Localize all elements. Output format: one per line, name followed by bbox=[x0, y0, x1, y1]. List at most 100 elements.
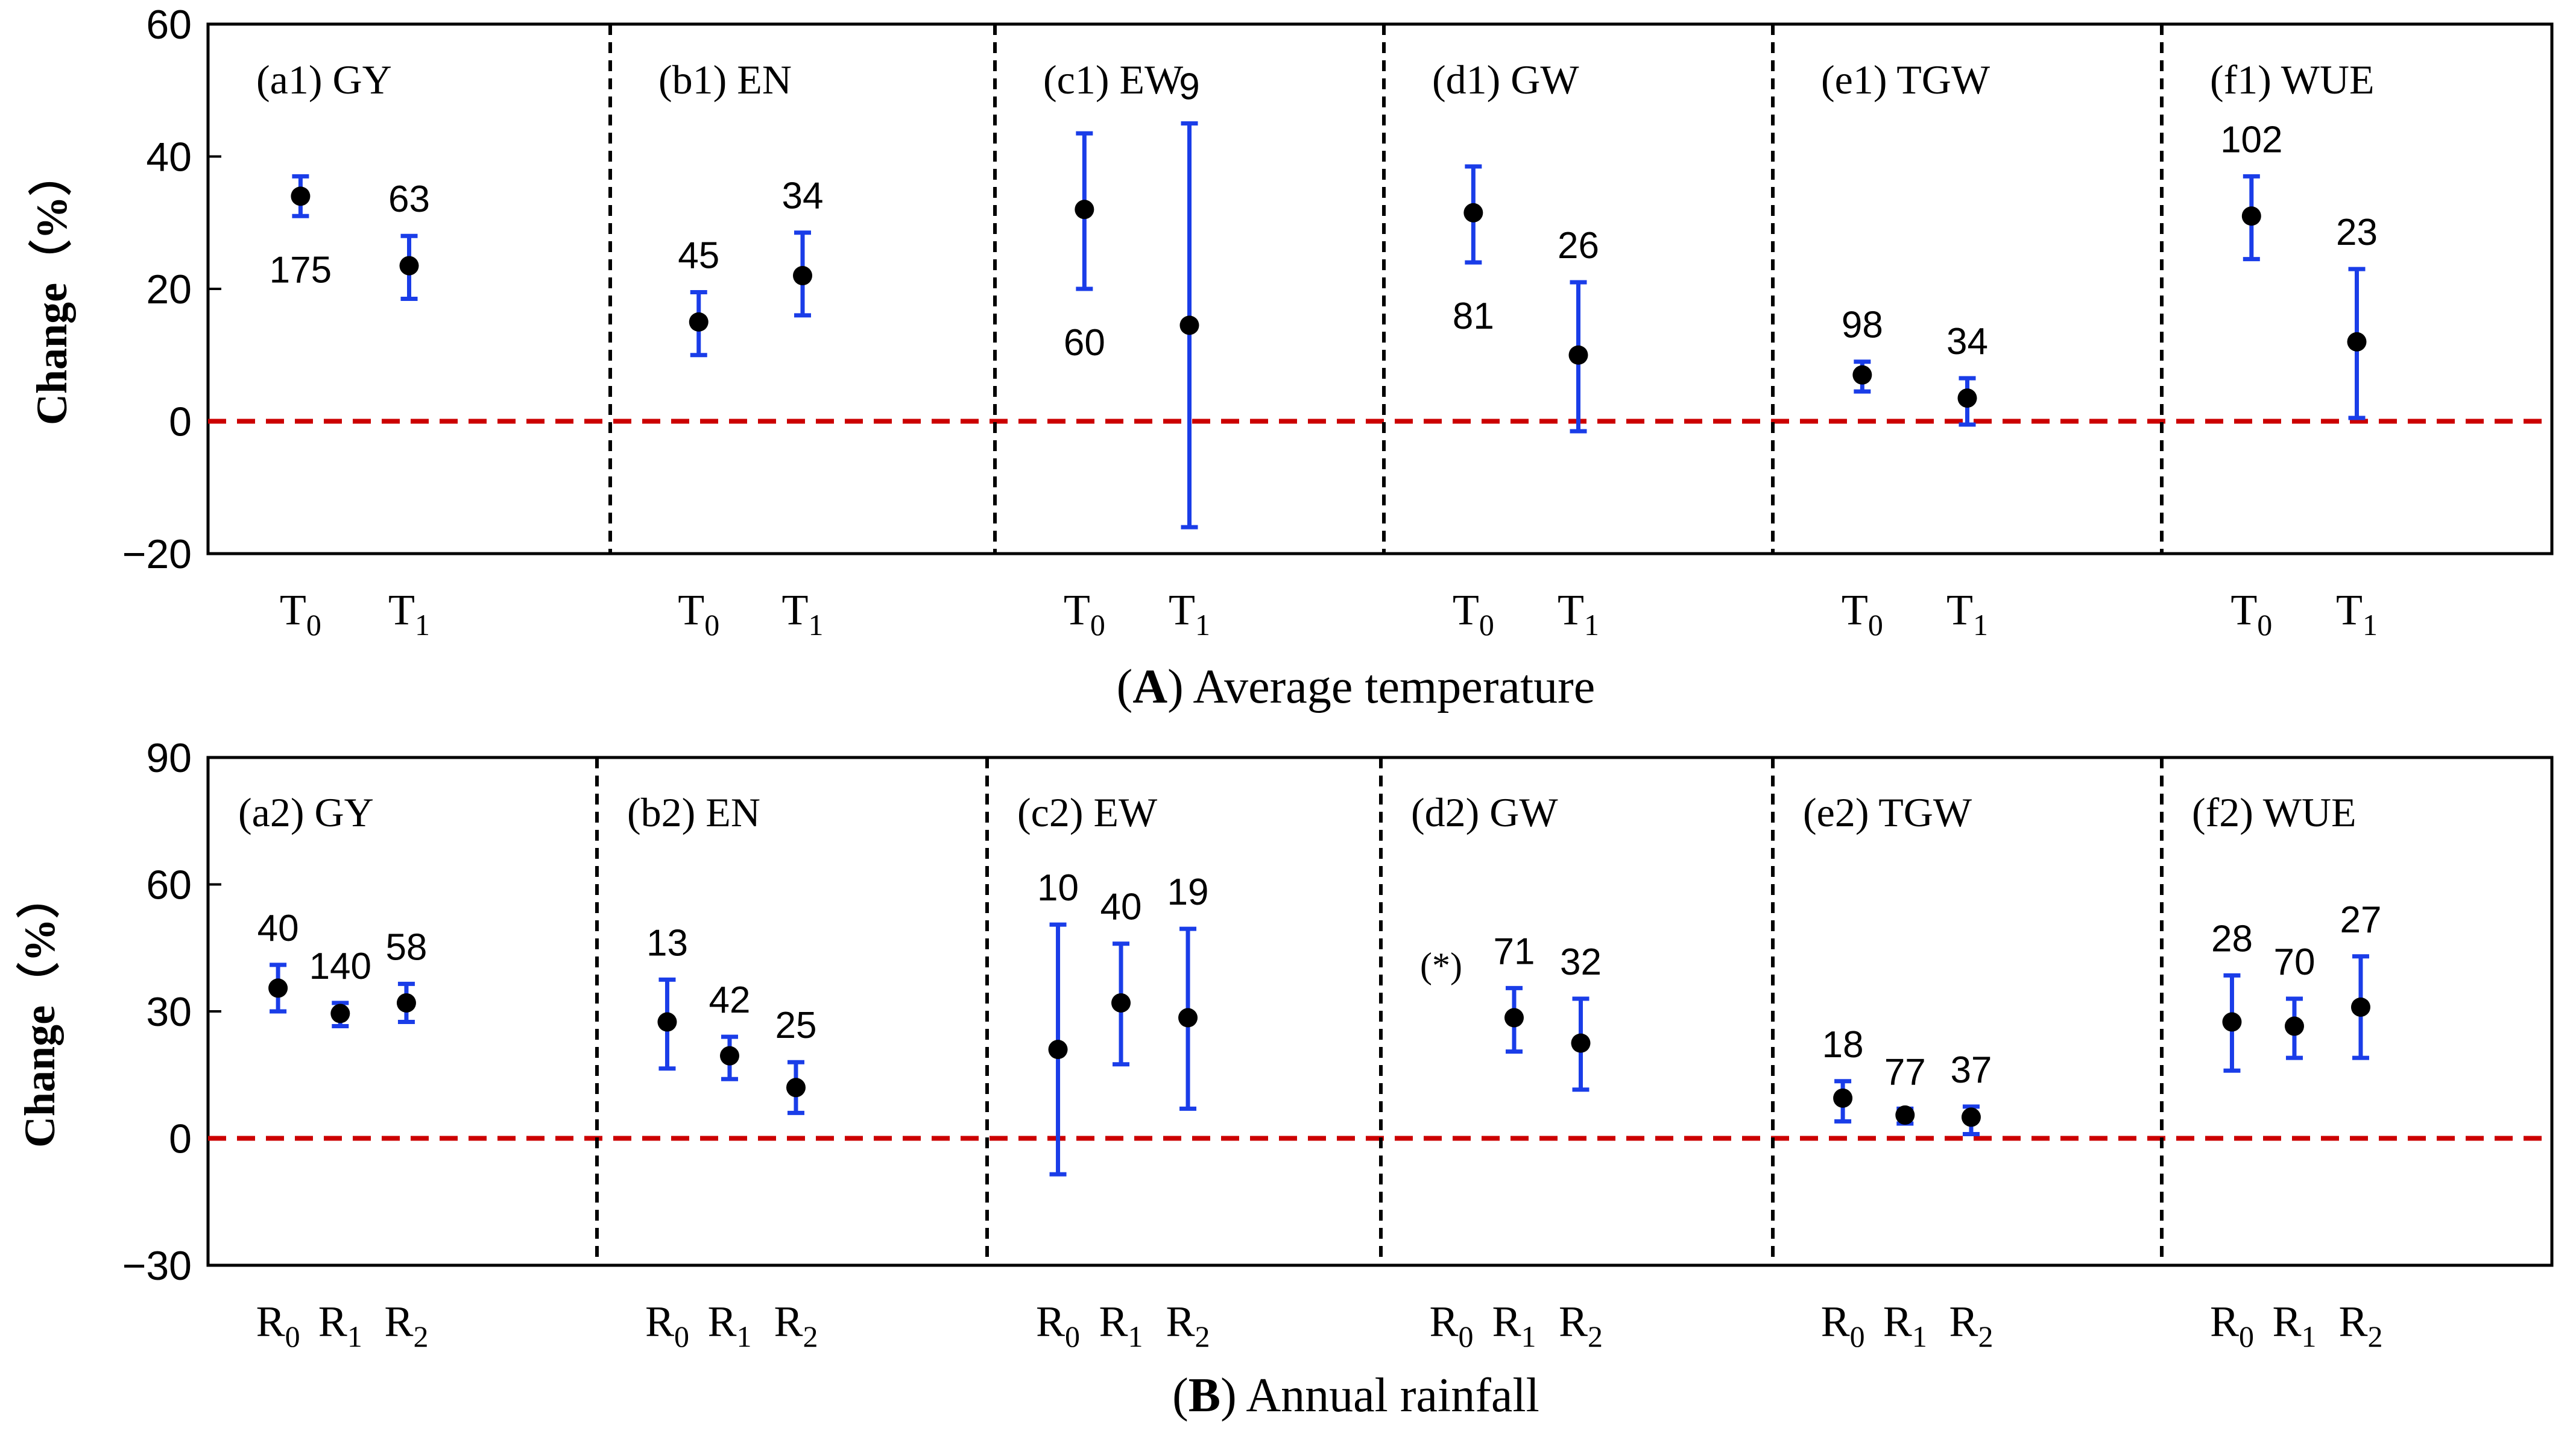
sample-size-label: 28 bbox=[2211, 918, 2253, 960]
x-tick-label: R1 bbox=[707, 1297, 751, 1353]
x-tick-base: R bbox=[2210, 1297, 2239, 1345]
sample-size-label: 98 bbox=[1842, 305, 1883, 346]
x-tick-label: R0 bbox=[645, 1297, 689, 1353]
x-tick-label: T1 bbox=[2336, 586, 2378, 642]
x-tick-base: R bbox=[1099, 1297, 1128, 1345]
x-tick-subscript: 1 bbox=[1973, 608, 1988, 642]
data-point bbox=[399, 256, 419, 276]
x-tick-label: R2 bbox=[774, 1297, 818, 1353]
x-tick-base: T bbox=[2230, 586, 2257, 634]
x-tick-subscript: 1 bbox=[1584, 608, 1599, 642]
data-point bbox=[1048, 1040, 1068, 1060]
x-tick-label: R1 bbox=[1883, 1297, 1927, 1353]
x-tick-subscript: 0 bbox=[1850, 1320, 1865, 1353]
panel: (b2) EN R0 13 R1 42 R2 25 bbox=[627, 789, 818, 1353]
plot-frame bbox=[206, 22, 2554, 555]
panel-title: (d1) GW bbox=[1432, 57, 1579, 103]
data-point bbox=[2347, 332, 2367, 352]
x-tick-subscript: 1 bbox=[1912, 1320, 1927, 1353]
caption-letter: A bbox=[1132, 660, 1167, 713]
panel-title: (b2) EN bbox=[627, 789, 760, 835]
sample-size-label: 60 bbox=[1064, 322, 1105, 364]
x-tick-subscript: 1 bbox=[2363, 608, 2378, 642]
x-tick-subscript: 0 bbox=[1090, 608, 1105, 642]
x-tick-label: R1 bbox=[318, 1297, 362, 1353]
data-point bbox=[268, 978, 288, 998]
x-tick-subscript: 0 bbox=[1479, 608, 1494, 642]
sample-size-label: 42 bbox=[709, 979, 750, 1021]
x-tick-label: R2 bbox=[2338, 1297, 2382, 1353]
sample-size-label: 10 bbox=[1037, 867, 1079, 909]
x-tick-base: T bbox=[782, 586, 809, 634]
data-point bbox=[689, 312, 709, 332]
caption-letter: B bbox=[1189, 1369, 1220, 1422]
sample-size-label: 27 bbox=[2340, 899, 2381, 941]
x-tick-label: T0 bbox=[678, 586, 719, 642]
data-point bbox=[291, 186, 311, 206]
data-point bbox=[1504, 1008, 1524, 1028]
y-axis-label: Change（%） bbox=[28, 153, 76, 425]
sample-size-label: 70 bbox=[2273, 941, 2315, 983]
y-tick-label: 60 bbox=[146, 2, 192, 48]
sample-size-label: 9 bbox=[1179, 66, 1199, 108]
panel-title: (f2) WUE bbox=[2192, 789, 2357, 835]
data-point bbox=[1833, 1088, 1853, 1108]
x-tick-subscript: 0 bbox=[2257, 608, 2272, 642]
sample-size-label: 13 bbox=[646, 922, 688, 964]
x-tick-label: R1 bbox=[1492, 1297, 1536, 1353]
x-tick-base: R bbox=[1559, 1297, 1588, 1345]
x-tick-base: T bbox=[1946, 586, 1973, 634]
caption-open-paren: ( bbox=[1172, 1369, 1189, 1422]
x-tick-base: T bbox=[1453, 586, 1479, 634]
x-tick-subscript: 2 bbox=[803, 1320, 818, 1353]
sample-size-label: 19 bbox=[1167, 871, 1209, 913]
x-tick-subscript: 1 bbox=[415, 608, 430, 642]
x-tick-base: R bbox=[1429, 1297, 1458, 1345]
sample-size-label: 175 bbox=[270, 249, 332, 291]
data-point bbox=[2222, 1012, 2242, 1032]
data-point bbox=[330, 1004, 350, 1023]
y-tick-label: −20 bbox=[122, 531, 192, 577]
x-tick-subscript: 1 bbox=[808, 608, 823, 642]
x-tick-label: T1 bbox=[388, 586, 430, 642]
x-tick-label: R0 bbox=[1821, 1297, 1865, 1353]
x-tick-base: R bbox=[1949, 1297, 1978, 1345]
y-tick-label: 90 bbox=[146, 735, 192, 781]
x-tick-base: T bbox=[1558, 586, 1584, 634]
caption-open-paren: ( bbox=[1117, 660, 1133, 713]
panel-title: (b1) EN bbox=[658, 57, 792, 103]
data-point bbox=[1961, 1107, 1981, 1127]
x-tick-base: T bbox=[388, 586, 415, 634]
x-tick-label: R0 bbox=[2210, 1297, 2254, 1353]
x-tick-subscript: 0 bbox=[306, 608, 321, 642]
data-point bbox=[1895, 1105, 1915, 1125]
sample-size-label: 40 bbox=[1100, 887, 1142, 928]
sample-size-label: 25 bbox=[775, 1005, 816, 1046]
x-tick-base: R bbox=[256, 1297, 285, 1345]
x-tick-subscript: 1 bbox=[1195, 608, 1210, 642]
sample-size-label: 63 bbox=[388, 179, 430, 220]
caption-text: ) Average temperature bbox=[1167, 660, 1595, 713]
x-tick-label: T0 bbox=[2230, 586, 2272, 642]
data-point bbox=[1178, 1008, 1198, 1028]
x-tick-base: R bbox=[774, 1297, 803, 1345]
panel-title: (f1) WUE bbox=[2210, 57, 2375, 103]
y-tick-label: 20 bbox=[146, 267, 192, 312]
x-tick-subscript: 1 bbox=[347, 1320, 362, 1353]
x-tick-base: R bbox=[2338, 1297, 2367, 1345]
data-point bbox=[2284, 1016, 2304, 1036]
x-tick-subscript: 0 bbox=[285, 1320, 300, 1353]
x-tick-label: T0 bbox=[1064, 586, 1105, 642]
x-tick-label: R1 bbox=[2272, 1297, 2316, 1353]
sample-size-label: 18 bbox=[1822, 1024, 1864, 1066]
x-tick-subscript: 0 bbox=[704, 608, 719, 642]
sample-size-label: 34 bbox=[1946, 321, 1988, 362]
x-tick-label: R1 bbox=[1099, 1297, 1143, 1353]
x-tick-label: R2 bbox=[1166, 1297, 1210, 1353]
